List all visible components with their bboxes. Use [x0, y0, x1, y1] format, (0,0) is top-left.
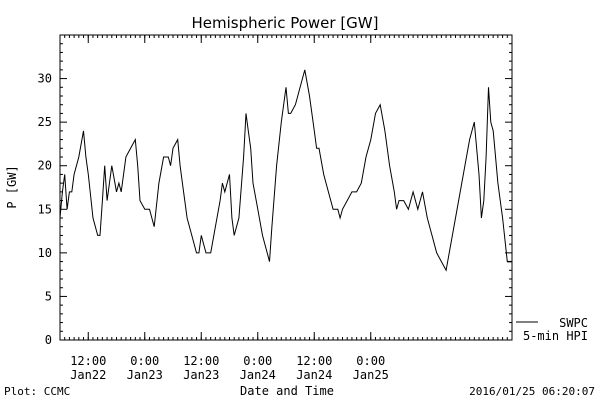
legend: SWPC 5-min HPI [516, 316, 588, 343]
y-tick-label: 30 [38, 72, 52, 86]
y-tick-label: 25 [38, 115, 52, 129]
x-tick-date-label: Jan25 [353, 368, 389, 382]
x-tick-time-label: 0:00 [130, 354, 159, 368]
plot-timestamp: 2016/01/25 06:20:07 [469, 385, 595, 398]
x-tick-date-label: Jan24 [296, 368, 332, 382]
series-layer [59, 69, 512, 272]
y-tick-label: 20 [38, 159, 52, 173]
legend-label-swpc: SWPC [559, 316, 588, 330]
x-tick-date-label: Jan23 [183, 368, 219, 382]
x-tick-time-label: 0:00 [356, 354, 385, 368]
y-tick-label: 10 [38, 246, 52, 260]
series-line-swpc [59, 69, 512, 272]
x-axis: 12:00Jan220:00Jan2312:00Jan230:00Jan2412… [59, 35, 513, 382]
plot-credit: Plot: CCMC [4, 385, 70, 398]
x-tick-date-label: Jan22 [70, 368, 106, 382]
x-tick-time-label: 12:00 [183, 354, 219, 368]
y-tick-label: 15 [38, 202, 52, 216]
chart-title: Hemispheric Power [GW] [192, 14, 379, 32]
y-axis: 0 5 10 15 20 25 30 [38, 34, 512, 347]
y-tick-label: 5 [45, 289, 52, 303]
y-axis-label: P [GW] [5, 165, 19, 208]
legend-label-hpi: 5-min HPI [523, 329, 588, 343]
x-tick-time-label: 12:00 [70, 354, 106, 368]
x-tick-date-label: Jan23 [127, 368, 163, 382]
plot-frame [59, 34, 513, 341]
x-tick-date-label: Jan24 [240, 368, 276, 382]
y-tick-label: 0 [45, 333, 52, 347]
x-tick-time-label: 0:00 [243, 354, 272, 368]
x-tick-time-label: 12:00 [296, 354, 332, 368]
x-axis-label: Date and Time [240, 384, 334, 398]
